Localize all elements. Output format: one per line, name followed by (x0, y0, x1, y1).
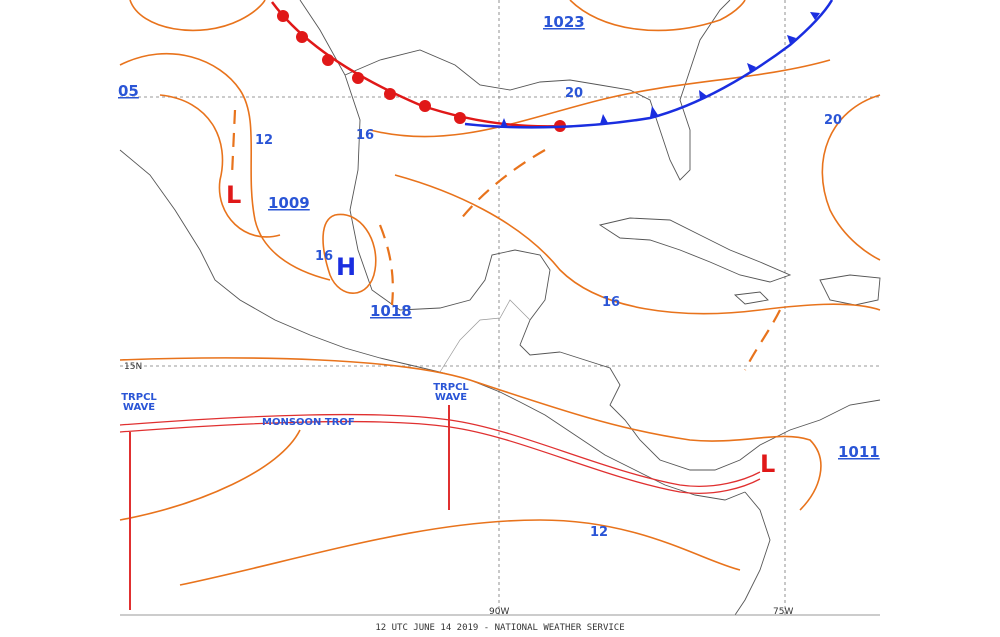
front-symbol (277, 10, 289, 22)
cold-front (464, 0, 834, 129)
trough (230, 109, 237, 176)
front-symbol (454, 112, 466, 124)
labels: 05 1023 1009 1018 1011 12 16 16 20 20 16… (118, 13, 880, 617)
lat-label: 15N (124, 362, 142, 372)
low-center: L (226, 181, 241, 209)
high-center: H (336, 253, 356, 281)
isobar-label: 12 (590, 525, 608, 540)
coast-hispaniola (819, 274, 881, 306)
tropical-wave-label: TRPCL (433, 382, 469, 393)
coast-colombia (734, 491, 771, 616)
tropical-wave-label: TRPCL (121, 392, 157, 403)
fronts (270, 0, 834, 132)
grid (120, 0, 880, 615)
pressure-label: 1009 (268, 194, 310, 212)
trough-line (119, 413, 761, 487)
tropical-wave-label: WAVE (123, 402, 155, 413)
isobar-label: 16 (356, 128, 374, 143)
isobar-label: 16 (315, 249, 333, 264)
low-center: L (760, 450, 775, 478)
isobar (394, 174, 881, 315)
front-symbol (296, 31, 308, 43)
isobar (322, 213, 377, 294)
tropical-wave-label: WAVE (435, 392, 467, 403)
troughs (230, 109, 781, 371)
footer: 12 UTC JUNE 14 2019 - NATIONAL WEATHER S… (375, 623, 624, 633)
border-mexico-guatemala (439, 299, 531, 373)
coast-cuba (598, 217, 792, 283)
coast-jamaica (733, 291, 769, 305)
pressure-label: 05 (118, 82, 139, 100)
front-symbol (384, 88, 396, 100)
isobar (179, 519, 741, 586)
front-symbol (352, 72, 364, 84)
pressure-label: 1018 (370, 302, 412, 320)
coast-central-america (559, 351, 881, 471)
isobar-label: 20 (824, 113, 842, 128)
isobar (159, 94, 281, 238)
trough-line (119, 420, 761, 494)
isobar (119, 52, 331, 281)
trough (459, 149, 546, 221)
isobars (119, 0, 881, 586)
isobar (119, 429, 301, 521)
isobar (569, 0, 746, 32)
isobar (119, 357, 822, 511)
pressure-label: 1011 (838, 443, 880, 461)
lon-label: 75W (773, 607, 793, 617)
lon-label: 90W (489, 607, 509, 617)
trough (378, 224, 394, 306)
isobar (821, 94, 881, 261)
isobar-label: 12 (255, 133, 273, 148)
isobar (129, 0, 266, 32)
coast-gulf (299, 0, 561, 356)
monsoon-trough (119, 405, 761, 610)
front-symbol (322, 54, 334, 66)
isobar-label: 20 (565, 86, 583, 101)
coast-us-gulf (344, 0, 731, 181)
front-symbol (419, 100, 431, 112)
isobar-label: 16 (602, 295, 620, 310)
isobar (369, 59, 831, 138)
trough (744, 309, 781, 371)
pressure-label: 1023 (543, 13, 585, 31)
monsoon-trough-label: MONSOON TROF (262, 417, 355, 428)
